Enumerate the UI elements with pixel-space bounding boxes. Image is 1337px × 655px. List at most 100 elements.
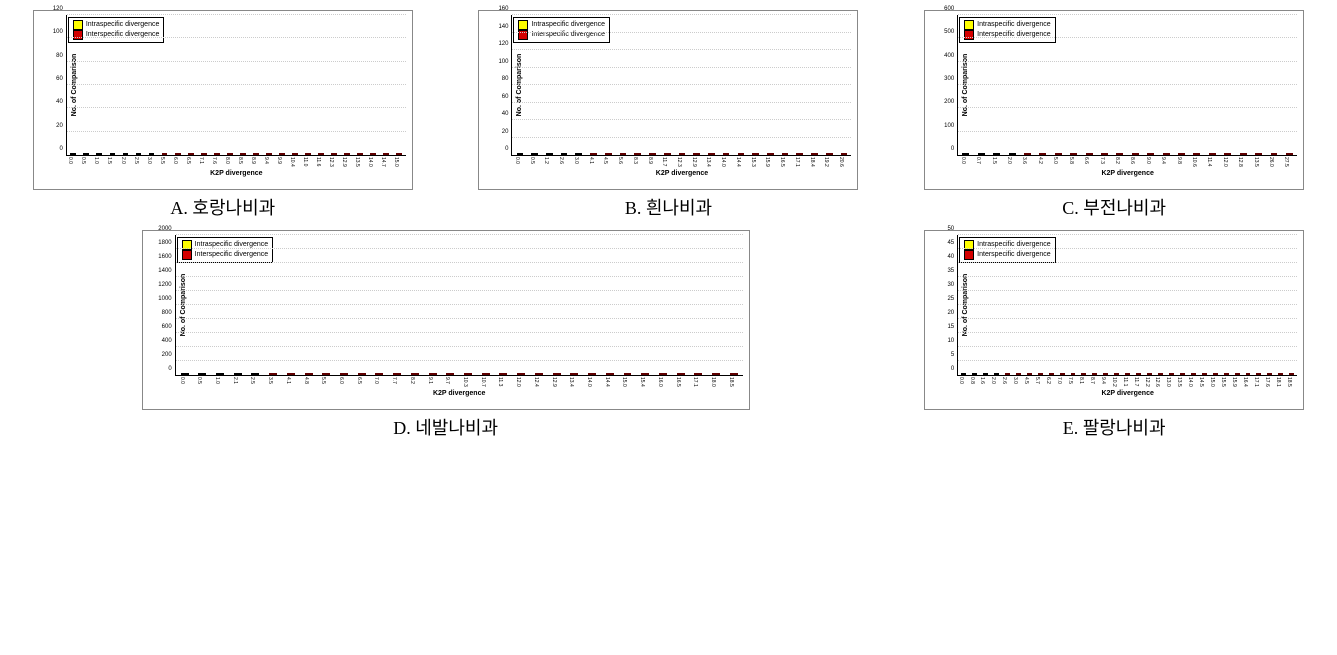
chart-cell-D: Intraspecific divergenceInterspecific di…: [10, 230, 881, 440]
y-tick: 1200: [158, 282, 171, 288]
x-tick: 1.6: [979, 377, 985, 384]
x-tick: 18.1: [1275, 377, 1281, 387]
chart-wrap: Intraspecific divergenceInterspecific di…: [142, 230, 750, 410]
x-tick: 9.4: [263, 157, 269, 164]
x-tick: 14.4: [604, 377, 610, 387]
x-tick: 14.0: [586, 377, 592, 387]
x-tick: 10.3: [462, 377, 468, 387]
x-tick: 16.4: [1242, 377, 1248, 387]
y-tick: 80: [56, 53, 63, 59]
x-tick: 6.2: [1045, 377, 1051, 384]
y-tick: 100: [498, 59, 508, 65]
chart-wrap: Intraspecific divergenceInterspecific di…: [478, 10, 858, 190]
x-tick: 2.5: [249, 377, 255, 384]
x-tick: 7.5: [1067, 377, 1073, 384]
x-tick: 4.5: [1023, 377, 1029, 384]
x-tick: 15.4: [639, 377, 645, 387]
x-tick: 3.0: [146, 157, 152, 164]
x-tick: 0.0: [179, 377, 185, 384]
chart-caption: A. 호랑나비과: [170, 194, 275, 220]
x-tick: 13.5: [1253, 157, 1259, 167]
x-tick: 17.1: [1253, 377, 1259, 387]
x-tick: 7.0: [373, 377, 379, 384]
y-tick: 120: [53, 6, 63, 12]
y-tick: 500: [944, 29, 954, 35]
x-tick: 6.6: [1083, 157, 1089, 164]
x-tick: 2.6: [1001, 377, 1007, 384]
x-tick: 10.7: [480, 377, 486, 387]
x-tick: 2.1: [232, 377, 238, 384]
x-tick: 11.6: [315, 157, 321, 166]
bars: [958, 15, 1297, 155]
x-tick: 8.3: [632, 157, 638, 164]
x-tick: 0.5: [196, 377, 202, 384]
x-tick: 0.7: [975, 157, 981, 164]
x-tick: 9.4: [1100, 377, 1106, 384]
x-tick: 5.5: [159, 157, 165, 164]
x-tick: 7.7: [391, 377, 397, 384]
y-tick: 40: [947, 254, 954, 260]
chart-cell-B: Intraspecific divergenceInterspecific di…: [456, 10, 882, 220]
x-tick: 12.9: [551, 377, 557, 387]
y-tick: 200: [944, 99, 954, 105]
x-tick: 16.5: [675, 377, 681, 387]
y-tick: 15: [947, 324, 954, 330]
x-tick: 13.4: [568, 377, 574, 387]
x-tick: 7.6: [211, 157, 217, 164]
plot-area: No. of Comparison0204060801001200.00.51.…: [66, 15, 406, 156]
x-tick: 1.0: [214, 377, 220, 384]
x-tick: 10.4: [289, 157, 295, 167]
y-tick: 600: [944, 6, 954, 12]
x-axis-label: K2P divergence: [1101, 170, 1153, 177]
x-tick: 1.5: [991, 157, 997, 164]
x-tick: 8.9: [647, 157, 653, 164]
x-tick: 11.7: [1133, 377, 1139, 386]
x-tick: 11.4: [1206, 157, 1212, 166]
y-tick: 1000: [158, 296, 171, 302]
y-tick: 200: [162, 352, 172, 358]
y-tick: 140: [498, 24, 508, 30]
plot-area: No. of Comparison01002003004005006000.00…: [957, 15, 1297, 156]
x-tick: 2.5: [133, 157, 139, 164]
x-tick: 14.0: [367, 157, 373, 167]
y-ticks: 0200400600800100012001400160018002000: [150, 235, 174, 375]
x-tick: 13.0: [1165, 377, 1171, 387]
chart-cell-E: Intraspecific divergenceInterspecific di…: [901, 230, 1327, 440]
y-tick: 25: [947, 296, 954, 302]
x-tick: 15.0: [393, 157, 399, 167]
y-tick: 100: [53, 29, 63, 35]
y-tick: 5: [951, 352, 954, 358]
x-tick: 26.0: [1268, 157, 1274, 167]
bars: [512, 15, 851, 155]
y-tick: 160: [498, 6, 508, 12]
x-tick: 5.0: [1052, 157, 1058, 164]
y-tick: 40: [56, 99, 63, 105]
bars: [176, 235, 743, 375]
chart-caption: C. 부전나비과: [1062, 194, 1166, 220]
y-tick: 300: [944, 76, 954, 82]
y-tick: 20: [502, 129, 509, 135]
x-tick: 6.5: [185, 157, 191, 164]
y-ticks: 0100200300400500600: [932, 15, 956, 155]
y-ticks: 020406080100120: [41, 15, 65, 155]
x-tick: 14.4: [735, 157, 741, 167]
x-tick: 4.5: [602, 157, 608, 164]
chart-wrap: Intraspecific divergenceInterspecific di…: [924, 10, 1304, 190]
x-tick: 18.5: [728, 377, 734, 387]
x-tick: 18.5: [1286, 377, 1292, 387]
x-tick: 18.4: [809, 157, 815, 167]
y-tick: 50: [947, 226, 954, 232]
x-tick: 11.3: [497, 377, 503, 386]
x-tick: 0.0: [67, 157, 73, 164]
x-tick: 8.9: [250, 157, 256, 164]
y-tick: 120: [498, 41, 508, 47]
x-tick: 9.1: [427, 377, 433, 384]
bars: [67, 15, 406, 155]
x-axis-label: K2P divergence: [656, 170, 708, 177]
x-tick: 12.9: [691, 157, 697, 167]
x-tick: 3.0: [1012, 377, 1018, 384]
y-tick: 0: [505, 146, 508, 152]
x-tick: 8.2: [1114, 157, 1120, 164]
x-tick: 14.0: [1187, 377, 1193, 387]
x-tick: 12.8: [1237, 157, 1243, 167]
